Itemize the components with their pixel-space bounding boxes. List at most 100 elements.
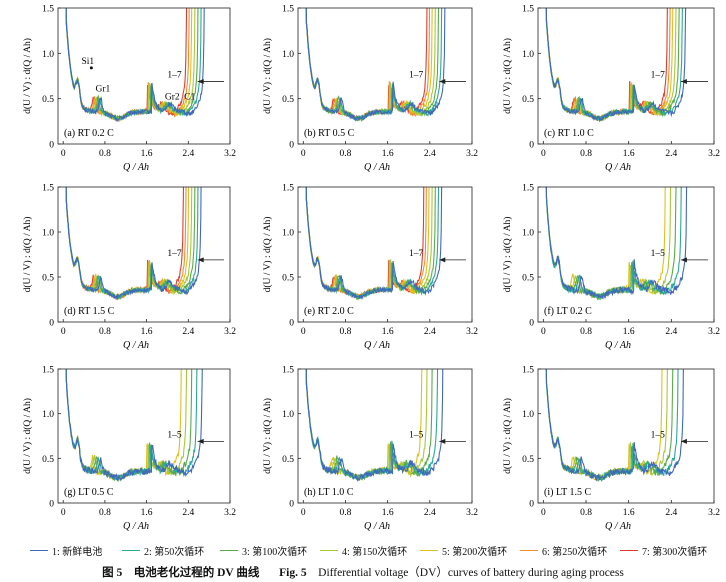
x-tick-label: 0.8 bbox=[99, 508, 111, 518]
panel-5-series-1 bbox=[305, 187, 443, 300]
x-tick-label: 1.6 bbox=[623, 508, 635, 518]
legend-label-5: 5: 第200次循环 bbox=[442, 547, 508, 558]
x-tick-label: 1.6 bbox=[382, 149, 394, 159]
y-tick-label: 0 bbox=[529, 319, 534, 329]
legend-item-7: 7: 第300次循环 bbox=[620, 543, 707, 558]
legend-item-4: 4: 第150次循环 bbox=[320, 543, 407, 558]
panel-9-series-4 bbox=[545, 369, 668, 482]
legend-item-1: 1: 新鲜电池 bbox=[30, 543, 102, 558]
peak-label-gr2: Gr2 bbox=[165, 93, 180, 103]
legend-swatch-1 bbox=[30, 550, 48, 551]
panel-1-curves bbox=[65, 8, 205, 123]
panel-5-frame bbox=[297, 186, 473, 323]
annotation-arrowhead bbox=[197, 257, 204, 263]
panel-8-frame bbox=[297, 368, 473, 504]
panel-2-curves bbox=[305, 8, 446, 123]
x-tick-label: 2.4 bbox=[424, 327, 436, 337]
x-axis-label: Q / Ah bbox=[364, 162, 390, 173]
panel-8-series-4 bbox=[305, 369, 428, 481]
x-tick-label: 1.6 bbox=[141, 149, 153, 159]
y-tick-label: 0.5 bbox=[282, 95, 294, 105]
x-axis-label: Q / Ah bbox=[123, 340, 149, 351]
panel-label: (i) LT 1.5 C bbox=[544, 487, 592, 498]
x-axis-label: Q / Ah bbox=[364, 521, 390, 532]
panel-8-series-2 bbox=[305, 369, 439, 481]
x-tick-label: 3.2 bbox=[466, 508, 478, 518]
y-axis-label: d(U / V) : d(Q / Ah) bbox=[262, 398, 273, 474]
y-tick-label: 1.0 bbox=[42, 410, 54, 420]
y-axis-label: d(U / V) : d(Q / Ah) bbox=[262, 217, 273, 293]
legend-label-3: 3: 第100次循环 bbox=[242, 547, 308, 558]
panel-9-curves bbox=[545, 369, 684, 482]
x-tick-label: 0 bbox=[541, 327, 546, 337]
panel-label: (a) RT 0.2 C bbox=[64, 128, 114, 139]
cycle-annotation: 1–7 bbox=[409, 249, 424, 259]
panel-2-series-3 bbox=[305, 8, 440, 122]
y-tick-label: 1.0 bbox=[282, 229, 294, 239]
x-tick-label: 3.2 bbox=[708, 149, 720, 159]
y-axis-label: d(U / V) : d(Q / Ah) bbox=[502, 398, 513, 474]
cycle-annotation: 1–5 bbox=[409, 430, 424, 440]
panel-label: (b) RT 0.5 C bbox=[304, 128, 355, 139]
x-tick-label: 0 bbox=[61, 327, 66, 337]
panel-4-curves bbox=[65, 187, 202, 301]
x-tick-label: 0 bbox=[301, 508, 306, 518]
x-axis-label: Q / Ah bbox=[605, 521, 631, 532]
y-axis-label: d(U / V) : d(Q / Ah) bbox=[22, 398, 33, 474]
peak-label-c1: C1 bbox=[184, 93, 195, 103]
x-tick-label: 3.2 bbox=[224, 327, 236, 337]
y-tick-label: 1.5 bbox=[42, 184, 54, 194]
x-tick-label: 1.6 bbox=[382, 327, 394, 337]
annotation-arrowhead bbox=[197, 78, 204, 84]
annotation-arrowhead bbox=[439, 257, 446, 263]
x-tick-label: 0.8 bbox=[340, 149, 352, 159]
y-tick-label: 1.0 bbox=[42, 50, 54, 60]
legend-swatch-2 bbox=[122, 550, 140, 551]
annotation-arrowhead bbox=[439, 438, 446, 444]
y-tick-label: 0 bbox=[289, 141, 294, 151]
y-tick-label: 1.5 bbox=[522, 5, 534, 15]
x-axis-label: Q / Ah bbox=[123, 521, 149, 532]
legend-swatch-4 bbox=[320, 550, 338, 551]
legend-item-6: 6: 第250次循环 bbox=[520, 543, 607, 558]
y-tick-label: 1.5 bbox=[42, 366, 54, 376]
x-tick-label: 0.8 bbox=[340, 327, 352, 337]
legend-item-2: 2: 第50次循环 bbox=[122, 543, 204, 558]
caption-cn-label: 图 5 bbox=[102, 567, 123, 579]
annotation-arrowhead bbox=[680, 78, 687, 84]
y-tick-label: 1.0 bbox=[522, 410, 534, 420]
peak-marker-si1 bbox=[89, 66, 93, 70]
x-tick-label: 2.4 bbox=[182, 327, 194, 337]
annotation-arrowhead bbox=[680, 438, 687, 444]
x-tick-label: 2.4 bbox=[424, 508, 436, 518]
x-tick-label: 0 bbox=[301, 327, 306, 337]
x-tick-label: 0.8 bbox=[99, 149, 111, 159]
annotation-arrowhead bbox=[197, 438, 204, 444]
panel-label: (e) RT 2.0 C bbox=[304, 306, 354, 317]
cycle-annotation: 1–5 bbox=[167, 430, 182, 440]
y-tick-label: 0.5 bbox=[42, 274, 54, 284]
y-tick-label: 0 bbox=[49, 319, 54, 329]
legend-swatch-5 bbox=[420, 550, 438, 551]
panel-2-series-1 bbox=[305, 8, 446, 122]
panel-4-frame bbox=[57, 186, 231, 323]
x-tick-label: 1.6 bbox=[623, 327, 635, 337]
y-axis-label: d(U / V) : d(Q / Ah) bbox=[22, 217, 33, 293]
y-tick-label: 0 bbox=[49, 141, 54, 151]
panel-5-curves bbox=[305, 187, 443, 301]
series-legend: 1: 新鲜电池 2: 第50次循环 3: 第100次循环 4: 第150次循环 … bbox=[30, 543, 720, 558]
panel-3: 0 0.8 1.6 2.4 3.2 0 0.5 1.0 1.5 Q / Ah d(U / V) : … bbox=[502, 5, 720, 174]
panel-1-frame bbox=[57, 7, 231, 145]
x-tick-label: 3.2 bbox=[224, 508, 236, 518]
y-axis-label: d(U / V) : d(Q / Ah) bbox=[22, 38, 33, 114]
panel-6-curves bbox=[545, 187, 688, 301]
cycle-annotation: 1–7 bbox=[167, 70, 182, 80]
x-tick-label: 0.8 bbox=[580, 327, 592, 337]
y-tick-label: 0.5 bbox=[522, 95, 534, 105]
legend-label-7: 7: 第300次循环 bbox=[642, 547, 708, 558]
cycle-annotation: 1–5 bbox=[651, 430, 666, 440]
y-tick-label: 1.5 bbox=[282, 184, 294, 194]
x-tick-label: 3.2 bbox=[708, 508, 720, 518]
y-tick-label: 0.5 bbox=[522, 455, 534, 465]
panel-2: 0 0.8 1.6 2.4 3.2 0 0.5 1.0 1.5 Q / Ah d(U / V) : … bbox=[262, 5, 478, 174]
